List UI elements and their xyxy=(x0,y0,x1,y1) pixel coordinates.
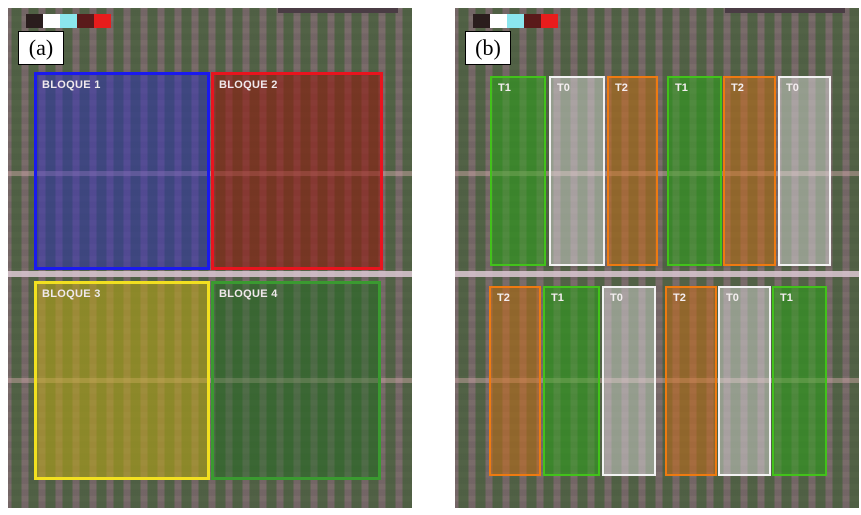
treatment-strip: T0 xyxy=(778,76,831,266)
block-label: BLOQUE 3 xyxy=(42,288,101,300)
strip-label: T0 xyxy=(610,292,623,304)
legend-swatch xyxy=(524,14,541,28)
treatment-strip: T1 xyxy=(772,286,827,476)
road xyxy=(8,271,412,277)
legend-swatch xyxy=(541,14,558,28)
treatment-strip: T1 xyxy=(667,76,722,266)
legend-swatch xyxy=(94,14,111,28)
block-label: BLOQUE 4 xyxy=(219,288,278,300)
panel-b: (b) T1 T0 T2 T1 T2 T0 T2 T1 T0 T2 T0 T1 xyxy=(455,8,859,508)
block-label: BLOQUE 2 xyxy=(219,79,278,91)
road xyxy=(8,378,412,383)
treatment-strip: T1 xyxy=(543,286,600,476)
legend-swatch xyxy=(490,14,507,28)
strip-label: T2 xyxy=(731,82,744,94)
block-3: BLOQUE 3 xyxy=(34,281,210,480)
panel-label: (b) xyxy=(465,31,511,65)
fence xyxy=(278,8,398,13)
legend-swatch xyxy=(43,14,60,28)
strip-label: T0 xyxy=(786,82,799,94)
road xyxy=(455,378,859,383)
strip-label: T1 xyxy=(780,292,793,304)
color-legend xyxy=(26,14,111,28)
block-2: BLOQUE 2 xyxy=(211,72,383,270)
block-4: BLOQUE 4 xyxy=(211,281,381,480)
strip-label: T0 xyxy=(726,292,739,304)
legend-swatch xyxy=(507,14,524,28)
road xyxy=(455,271,859,277)
block-1: BLOQUE 1 xyxy=(34,72,210,270)
strip-label: T2 xyxy=(615,82,628,94)
panel-label: (a) xyxy=(18,31,64,65)
strip-label: T1 xyxy=(498,82,511,94)
treatment-strip: T2 xyxy=(607,76,658,266)
strip-label: T2 xyxy=(673,292,686,304)
legend-swatch xyxy=(60,14,77,28)
legend-swatch xyxy=(26,14,43,28)
strip-label: T1 xyxy=(675,82,688,94)
treatment-strip: T0 xyxy=(602,286,656,476)
strip-label: T0 xyxy=(557,82,570,94)
color-legend xyxy=(473,14,558,28)
block-label: BLOQUE 1 xyxy=(42,79,101,91)
strip-label: T2 xyxy=(497,292,510,304)
treatment-strip: T2 xyxy=(665,286,717,476)
treatment-strip: T1 xyxy=(490,76,546,266)
strip-label: T1 xyxy=(551,292,564,304)
road xyxy=(8,171,412,176)
legend-swatch xyxy=(77,14,94,28)
fence xyxy=(725,8,845,13)
treatment-strip: T2 xyxy=(489,286,541,476)
legend-swatch xyxy=(473,14,490,28)
treatment-strip: T0 xyxy=(718,286,771,476)
panel-a: (a) BLOQUE 1 BLOQUE 2 BLOQUE 3 BLOQUE 4 xyxy=(8,8,412,508)
treatment-strip: T0 xyxy=(549,76,605,266)
treatment-strip: T2 xyxy=(723,76,776,266)
